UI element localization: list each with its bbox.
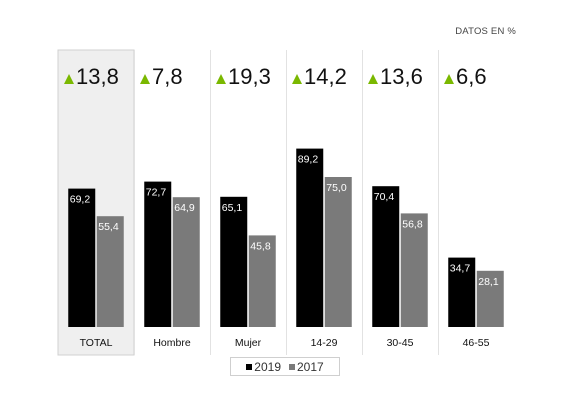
bar-2019-0: [68, 188, 96, 327]
up-arrow-icon: [292, 74, 302, 84]
bar-2017-1: [172, 197, 200, 327]
change-value-5: 6,6: [456, 64, 487, 89]
bar-2019-5: [448, 257, 476, 327]
data-label-2019-3: 89,2: [298, 154, 319, 166]
unit-label: DATOS EN %: [455, 26, 516, 37]
bar-2019-4: [372, 186, 400, 327]
up-arrow-icon: [64, 74, 74, 84]
bar-2019-2: [220, 196, 248, 327]
change-value-0: 13,8: [76, 64, 119, 89]
legend-label-2019: 2019: [254, 359, 281, 374]
legend-swatch-2017: [289, 363, 295, 370]
data-label-2017-5: 28,1: [478, 276, 499, 288]
data-label-2019-0: 69,2: [70, 194, 91, 206]
data-label-2017-2: 45,8: [250, 240, 271, 252]
bar-2017-4: [400, 213, 428, 327]
category-label-0: TOTAL: [80, 337, 113, 349]
bar-2017-3: [324, 177, 352, 327]
bar-2019-1: [144, 181, 172, 327]
bar-2017-2: [248, 235, 276, 327]
bar-2019-3: [296, 148, 324, 327]
data-label-2017-1: 64,9: [174, 202, 195, 214]
legend: 2019 2017: [230, 357, 340, 376]
change-value-2: 19,3: [228, 64, 271, 89]
up-arrow-icon: [216, 74, 226, 84]
category-label-2: Mujer: [235, 337, 262, 349]
up-arrow-icon: [368, 74, 378, 84]
data-label-2017-0: 55,4: [98, 221, 119, 233]
data-label-2017-3: 75,0: [326, 182, 347, 194]
data-label-2019-2: 65,1: [222, 202, 243, 214]
bar-2017-5: [476, 270, 504, 327]
up-arrow-icon: [444, 74, 454, 84]
change-value-3: 14,2: [304, 64, 347, 89]
data-label-2019-4: 70,4: [374, 191, 395, 203]
legend-swatch-2019: [246, 363, 253, 370]
category-label-3: 14-29: [311, 337, 338, 349]
data-label-2019-1: 72,7: [146, 187, 167, 199]
up-arrow-icon: [140, 74, 150, 84]
category-label-5: 46-55: [463, 337, 490, 349]
category-label-4: 30-45: [387, 337, 414, 349]
data-label-2017-4: 56,8: [402, 218, 423, 230]
change-value-4: 13,6: [380, 64, 423, 89]
legend-item-2019: 2019: [246, 360, 281, 374]
legend-item-2017: 2017: [289, 360, 324, 374]
change-value-1: 7,8: [152, 64, 183, 89]
category-label-1: Hombre: [153, 337, 191, 349]
bar-2017-0: [96, 216, 124, 327]
data-label-2019-5: 34,7: [450, 263, 471, 275]
legend-label-2017: 2017: [297, 359, 324, 374]
